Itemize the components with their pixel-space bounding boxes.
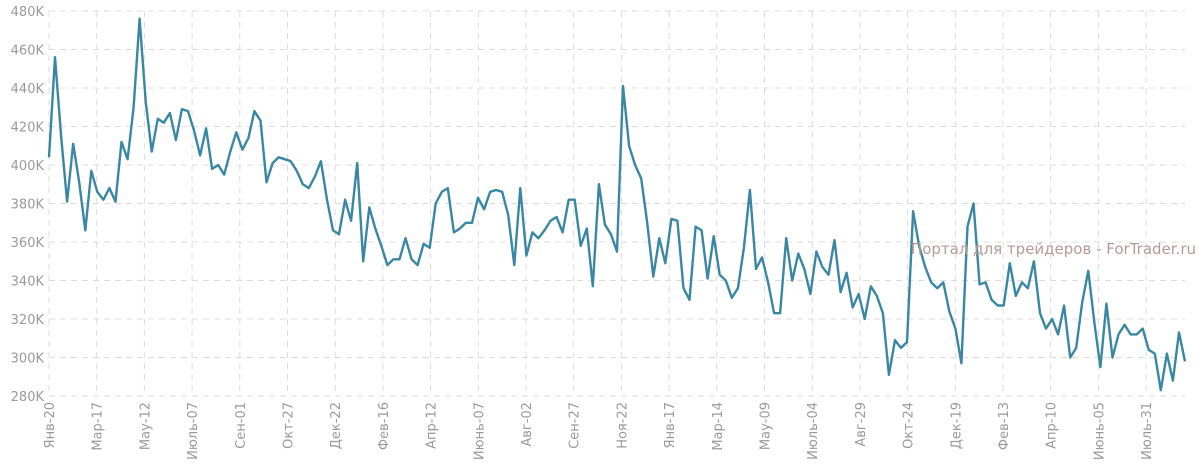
x-tick-label: Сен-01 [234, 402, 249, 449]
x-tick-label: Фев-16 [377, 402, 392, 450]
y-tick-label: 300K [11, 352, 45, 367]
x-tick-label: Дек-22 [329, 402, 344, 449]
x-tick-label: Фев-13 [997, 402, 1012, 450]
y-tick-label: 480K [11, 5, 45, 20]
x-tick-label: Сен-27 [568, 402, 583, 449]
x-tick-label: Дек-19 [949, 402, 964, 449]
x-tick-label: Янв-20 [43, 402, 58, 448]
y-tick-label: 420K [11, 121, 45, 136]
x-tick-label: Окт-24 [902, 402, 917, 449]
y-tick-label: 360K [11, 236, 45, 251]
x-tick-label: Ноя-22 [615, 402, 630, 449]
x-tick-label: Мау-12 [138, 402, 153, 450]
y-tick-label: 320K [11, 313, 45, 328]
y-tick-label: 380K [11, 198, 45, 213]
x-tick-label: Мар-17 [91, 402, 106, 451]
y-tick-label: 340K [11, 275, 45, 290]
x-tick-label: Июль-07 [186, 402, 201, 460]
x-tick-label: Июнь-07 [472, 402, 487, 460]
series-line [47, 17, 1187, 392]
x-tick-label: Апр-10 [1045, 402, 1060, 449]
y-tick-label: 400K [11, 159, 45, 174]
y-axis-ticks: 280K 300K 320K 340K 360K 380K 400K 420K 440K 460K… [11, 5, 45, 405]
y-tick-label: 460K [11, 44, 45, 59]
x-tick-label: Авг-02 [520, 402, 535, 447]
y-tick-label: 280K [11, 390, 45, 405]
x-tick-label: Мар-14 [711, 402, 726, 451]
grid [48, 10, 1185, 397]
x-tick-label: Июль-31 [1140, 402, 1155, 460]
watermark-text: Портал для трейдеров - ForTrader.ru [911, 240, 1196, 258]
x-tick-label: Янв-17 [663, 402, 678, 448]
x-tick-label: Авг-29 [854, 402, 869, 447]
x-tick-label: Апр-12 [425, 402, 440, 449]
x-tick-label: Мау-09 [759, 402, 774, 450]
x-tick-label: Окт-27 [282, 402, 297, 449]
y-tick-label: 440K [11, 82, 45, 97]
x-tick-label: Июль-04 [806, 402, 821, 460]
x-tick-label: Июнь-05 [1092, 402, 1107, 460]
x-axis-ticks: Янв-20 Мар-17 Мау-12 Июль-07 Сен-01 Окт-27 Дек… [43, 402, 1155, 460]
